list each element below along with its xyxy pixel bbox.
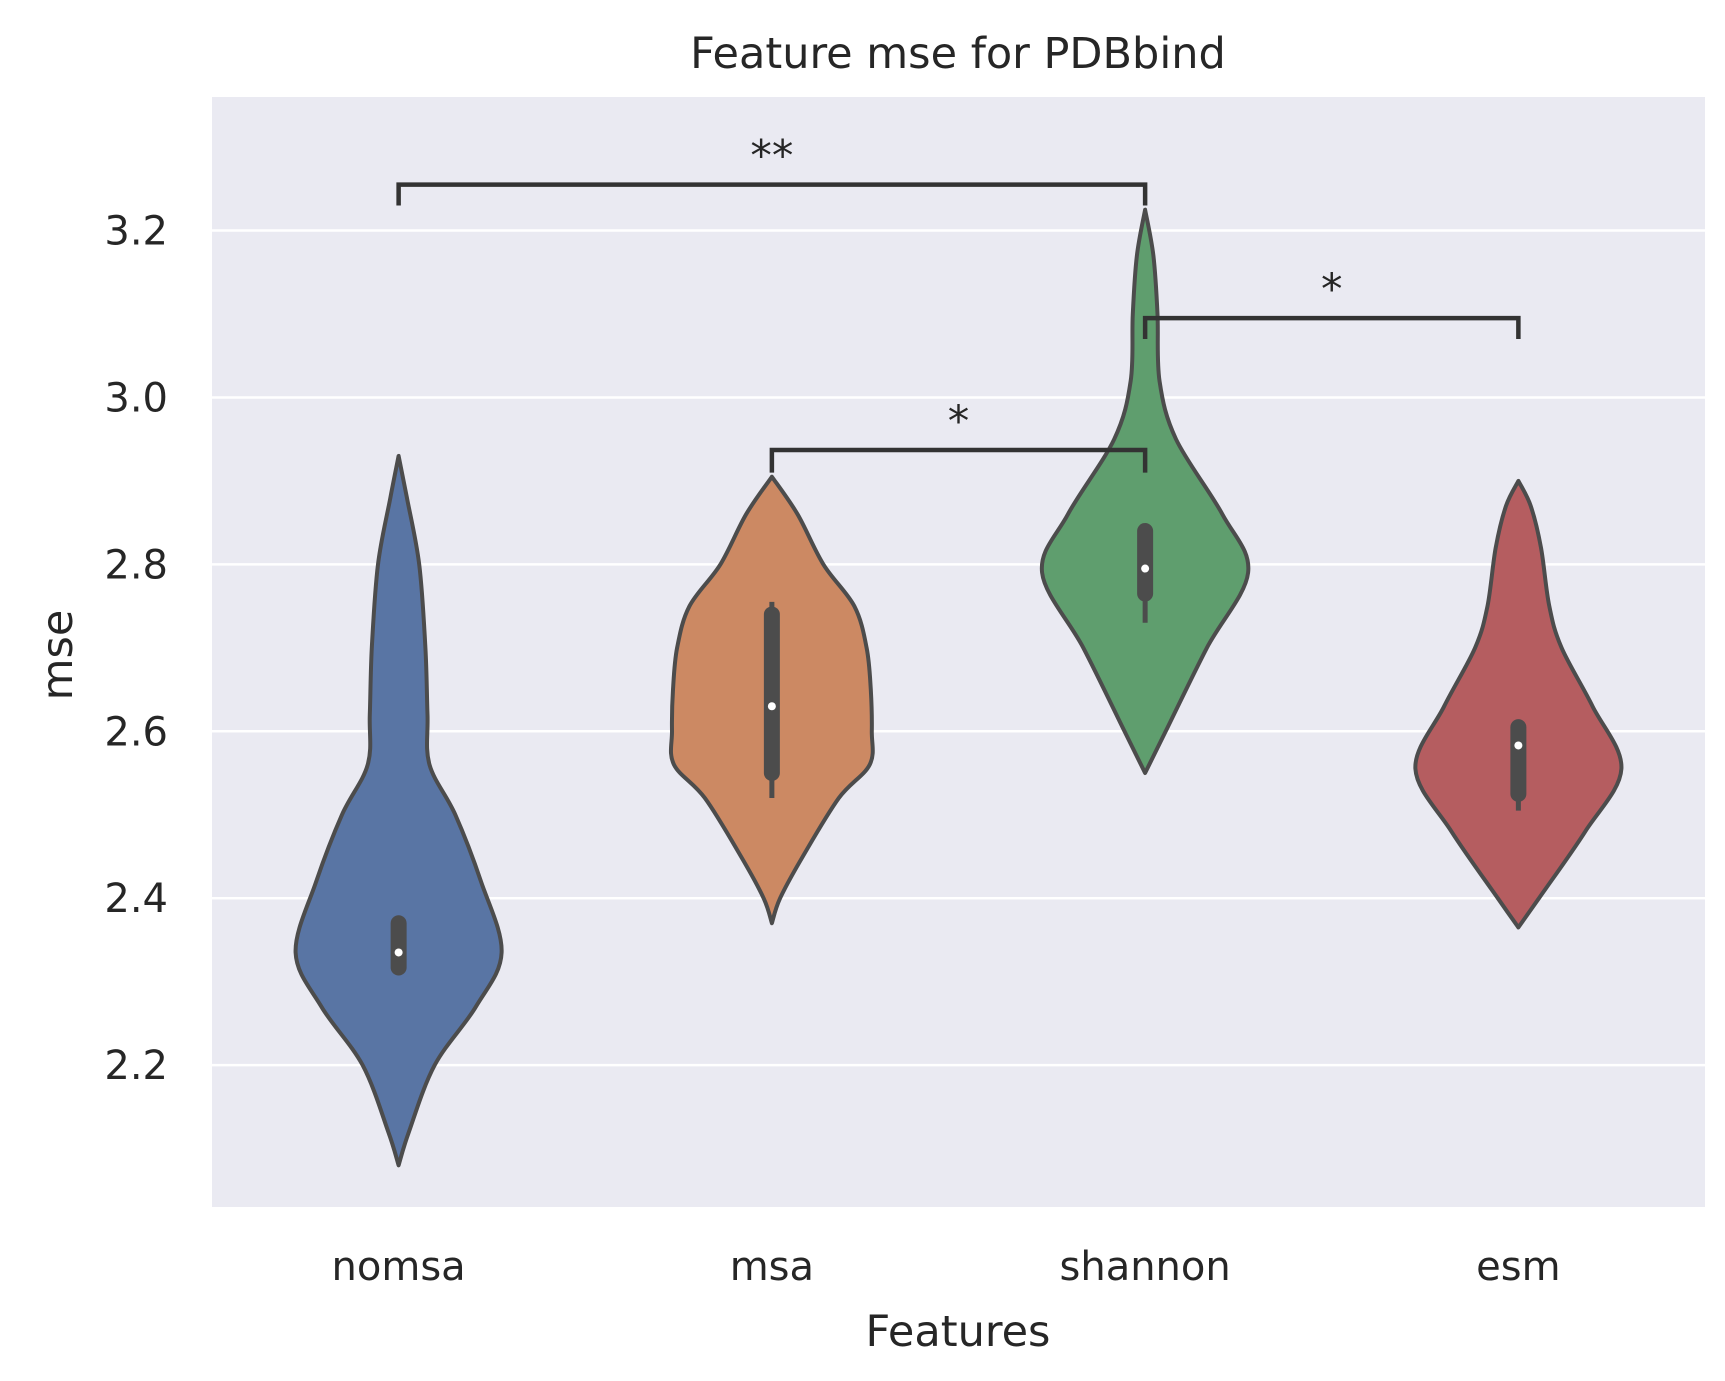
violin-esm <box>1413 478 1624 930</box>
y-tick-label: 2.6 <box>104 709 168 755</box>
x-tick-label: msa <box>730 1244 814 1290</box>
significance-bracket <box>396 182 1148 206</box>
chart-title: Feature mse for PDBbind <box>690 29 1226 79</box>
significance-bracket <box>1142 315 1521 340</box>
violin-shannon <box>1039 207 1251 775</box>
median-dot-shannon <box>1141 564 1150 573</box>
violin-nomsa <box>293 453 504 1168</box>
y-tick-label: 2.4 <box>104 876 168 922</box>
median-dot-msa <box>767 702 776 711</box>
significance-label: ** <box>750 132 793 182</box>
x-axis-label: Features <box>866 1307 1051 1357</box>
significance-label: * <box>948 397 970 447</box>
x-tick-label: shannon <box>1060 1244 1231 1290</box>
median-dot-nomsa <box>394 948 403 957</box>
x-tick-label: nomsa <box>332 1244 466 1290</box>
violins <box>293 207 1624 1168</box>
median-dot-esm <box>1514 741 1523 750</box>
x-tick-label: esm <box>1476 1244 1560 1290</box>
y-tick-label: 3.2 <box>104 209 168 255</box>
significance-bracket <box>769 447 1148 473</box>
y-tick-label: 2.8 <box>104 542 168 588</box>
x-tick-labels: nomsa msa shannon esm <box>332 1244 1561 1290</box>
y-tick-label: 3.0 <box>104 375 168 421</box>
significance-label: * <box>1321 265 1343 315</box>
y-tick-labels: 2.2 2.4 2.6 2.8 3.0 3.2 <box>104 209 168 1090</box>
y-tick-label: 2.2 <box>104 1043 168 1089</box>
y-axis-label: mse <box>33 610 83 701</box>
significance-annotations: **** <box>396 132 1521 473</box>
